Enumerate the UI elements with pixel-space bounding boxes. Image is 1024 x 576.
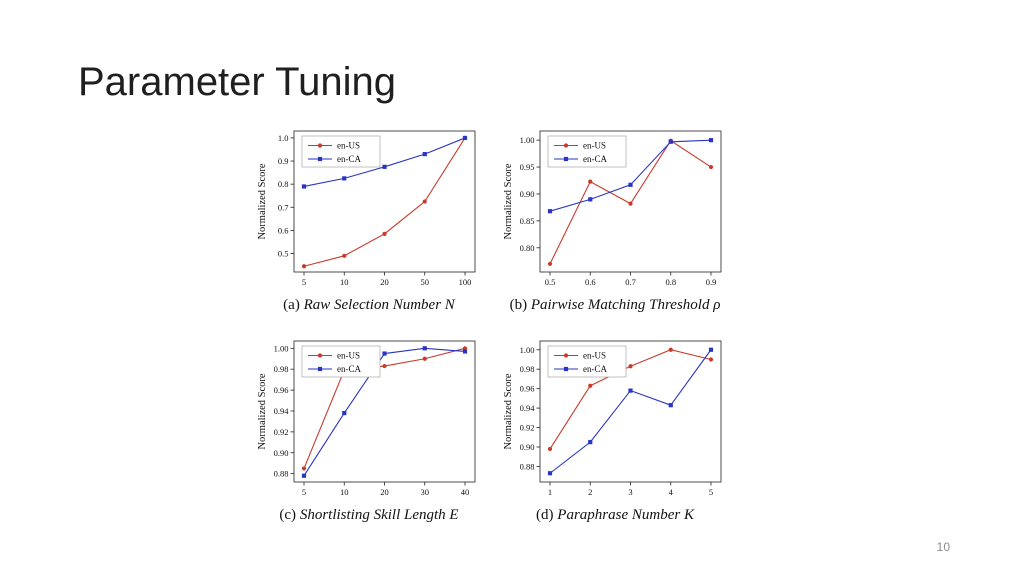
svg-text:5: 5 [302,487,306,497]
line-chart-pairwise-matching-threshold: 0.80 0.85 0.90 0.95 1.00 0.5 0.6 0.7 0.8 0.9 Norma… [503,130,722,287]
svg-text:0.98: 0.98 [274,364,289,374]
page-number: 10 [936,540,950,554]
svg-text:0.8: 0.8 [665,277,676,287]
svg-text:1.00: 1.00 [274,343,289,353]
svg-text:0.92: 0.92 [520,423,535,433]
chart-d-paraphrase-number: 0.88 0.90 0.92 0.94 0.96 0.98 1.00 1 2 3 4 5 Normali… [494,334,736,524]
svg-text:Normalized Score: Normalized Score [503,373,514,449]
svg-text:0.5: 0.5 [545,277,556,287]
svg-text:0.92: 0.92 [274,427,289,437]
svg-text:0.8: 0.8 [278,179,289,189]
svg-text:10: 10 [340,487,349,497]
chart-a-caption: (a) Raw Selection Number N [283,297,455,314]
caption-title: Paraphrase Number K [557,507,694,523]
svg-text:10: 10 [340,277,349,287]
svg-text:1.00: 1.00 [520,135,535,145]
svg-text:20: 20 [380,277,389,287]
chart-c-shortlisting-skill-length: 0.88 0.90 0.92 0.94 0.96 0.98 1.00 5 10 20 30 40 Nor… [248,334,490,524]
svg-text:1: 1 [548,487,552,497]
caption-title: Raw Selection Number N [303,297,455,313]
svg-text:0.95: 0.95 [520,162,535,172]
line-chart-paraphrase-number: 0.88 0.90 0.92 0.94 0.96 0.98 1.00 1 2 3 4 5 Normali… [503,340,722,497]
svg-text:en-CA: en-CA [583,364,607,374]
svg-text:1.00: 1.00 [520,345,535,355]
svg-text:0.94: 0.94 [520,403,536,413]
svg-text:1.0: 1.0 [278,133,289,143]
svg-text:50: 50 [421,277,430,287]
svg-text:0.90: 0.90 [520,189,535,199]
svg-text:0.6: 0.6 [278,225,289,235]
svg-text:3: 3 [628,487,632,497]
svg-text:en-CA: en-CA [583,154,607,164]
svg-text:0.96: 0.96 [520,384,535,394]
svg-text:en-US: en-US [583,141,606,151]
svg-text:en-CA: en-CA [337,364,361,374]
svg-text:0.9: 0.9 [706,277,717,287]
svg-text:0.90: 0.90 [520,442,535,452]
line-chart-raw-selection-number: 0.5 0.6 0.7 0.8 0.9 1.0 5 10 20 50 100 Normalized S… [257,130,476,287]
svg-text:0.98: 0.98 [520,364,535,374]
svg-text:Normalized Score: Normalized Score [257,163,268,239]
caption-label: (a) [283,297,300,313]
svg-text:0.96: 0.96 [274,385,289,395]
svg-text:Normalized Score: Normalized Score [257,373,268,449]
svg-text:en-US: en-US [337,141,360,151]
svg-text:0.6: 0.6 [585,277,596,287]
svg-text:0.80: 0.80 [520,243,535,253]
svg-text:0.7: 0.7 [625,277,636,287]
caption-label: (d) [536,507,554,523]
chart-b-caption: (b) Pairwise Matching Threshold ρ [510,297,721,314]
svg-text:5: 5 [709,487,713,497]
chart-b-pairwise-matching-threshold: 0.80 0.85 0.90 0.95 1.00 0.5 0.6 0.7 0.8 0.9 Norma… [494,124,736,314]
svg-text:4: 4 [669,487,674,497]
line-chart-shortlisting-skill-length: 0.88 0.90 0.92 0.94 0.96 0.98 1.00 5 10 20 30 40 Nor… [257,340,476,497]
svg-text:0.9: 0.9 [278,156,289,166]
svg-text:0.90: 0.90 [274,448,289,458]
svg-text:en-US: en-US [337,351,360,361]
caption-title: Pairwise Matching Threshold ρ [530,297,721,313]
svg-text:en-CA: en-CA [337,154,361,164]
svg-text:40: 40 [461,487,470,497]
svg-text:0.5: 0.5 [278,249,289,259]
svg-text:0.85: 0.85 [520,216,535,226]
slide-title: Parameter Tuning [78,60,396,104]
svg-text:2: 2 [588,487,592,497]
chart-a-raw-selection-number: 0.5 0.6 0.7 0.8 0.9 1.0 5 10 20 50 100 Normalized S… [248,124,490,314]
svg-text:0.88: 0.88 [274,469,289,479]
svg-text:20: 20 [380,487,389,497]
svg-text:5: 5 [302,277,306,287]
svg-text:100: 100 [459,277,472,287]
figure-grid: 0.5 0.6 0.7 0.8 0.9 1.0 5 10 20 50 100 Normalized S… [248,124,736,524]
caption-label: (b) [509,297,528,313]
svg-text:30: 30 [421,487,430,497]
chart-c-caption: (c) Shortlisting Skill Length E [279,507,458,524]
caption-title: Shortlisting Skill Length E [299,507,459,523]
svg-text:en-US: en-US [583,351,606,361]
svg-text:0.7: 0.7 [278,202,289,212]
chart-d-caption: (d) Paraphrase Number K [536,507,694,524]
svg-text:0.88: 0.88 [520,461,535,471]
caption-label: (c) [279,507,297,523]
svg-text:Normalized Score: Normalized Score [503,163,514,239]
svg-text:0.94: 0.94 [274,406,290,416]
